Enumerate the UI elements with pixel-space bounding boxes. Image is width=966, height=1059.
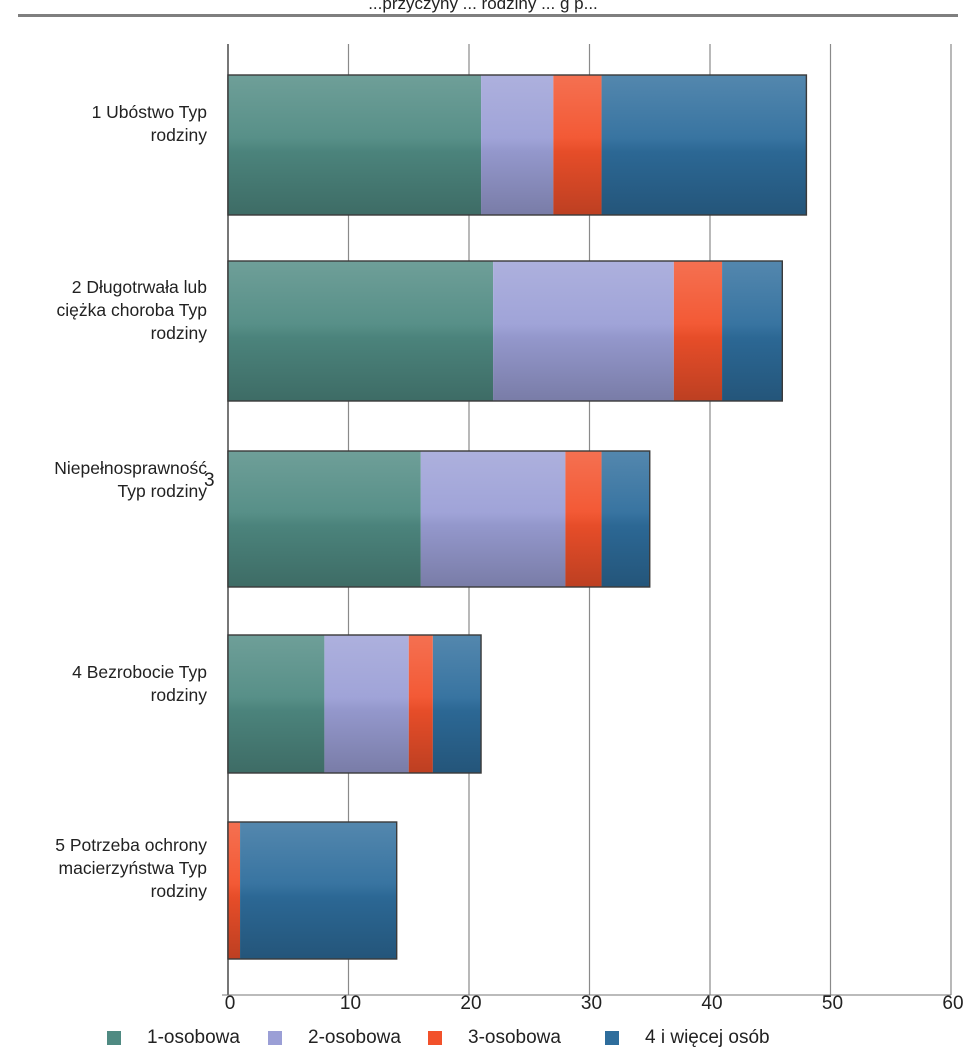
legend-item: 1-osobowa: [107, 1024, 240, 1052]
bar-outline: [227, 450, 651, 588]
x-tick-label: 60: [942, 993, 963, 1014]
x-tick-label: 20: [460, 993, 481, 1014]
legend-label: 1-osobowa: [147, 1027, 240, 1048]
bar-outline: [227, 74, 808, 216]
category-label: Niepełnosprawność Typ rodziny: [54, 458, 207, 501]
category-label: 2 Długotrwała lub ciężka choroba Typ rodzi…: [57, 277, 208, 343]
legend-label: 3-osobowa: [468, 1027, 561, 1048]
legend-swatch: [605, 1031, 619, 1045]
legend-label: 2-osobowa: [308, 1027, 401, 1048]
category-number-label: 3: [204, 470, 215, 491]
legend-item: 3-osobowa: [428, 1024, 561, 1052]
legend-label: 4 i więcej osób: [645, 1027, 770, 1048]
x-tick-label: 0: [225, 993, 236, 1014]
bar-outline: [227, 260, 783, 402]
category-label: 4 Bezrobocie Typ rodziny: [72, 662, 207, 705]
chart-legend: 1-osobowa 2-osobowa 3-osobowa 4 i więcej os…: [0, 1024, 966, 1054]
category-label: 5 Potrzeba ochrony macierzyństwa Typ rodzi…: [55, 835, 207, 901]
category-label: 1 Ubóstwo Typ rodziny: [92, 102, 208, 145]
legend-swatch: [268, 1031, 282, 1045]
chart-title: ...przyczyny ... rodziny ... g p...: [368, 0, 598, 13]
bar-shine: [228, 75, 807, 215]
legend-swatch: [428, 1031, 442, 1045]
legend-swatch: [107, 1031, 121, 1045]
x-tick-label: 50: [822, 993, 843, 1014]
x-tick-label: 30: [581, 993, 602, 1014]
bar-outline: [227, 634, 482, 774]
bar-shine: [228, 635, 482, 773]
bar-shine: [228, 451, 650, 587]
bar-chart: 0 10 20 30 40 50 60 1 Ubóstwo Typ rodziny 2 Długo…: [54, 44, 964, 1014]
x-tick-label: 10: [340, 993, 361, 1014]
bar-outline: [227, 821, 398, 960]
bar-shine: [228, 261, 783, 401]
title-rule: [18, 14, 958, 17]
bar-shine: [228, 822, 397, 959]
legend-item: 4 i więcej osób: [605, 1024, 770, 1052]
x-tick-label: 40: [701, 993, 722, 1014]
legend-item: 2-osobowa: [268, 1024, 401, 1052]
